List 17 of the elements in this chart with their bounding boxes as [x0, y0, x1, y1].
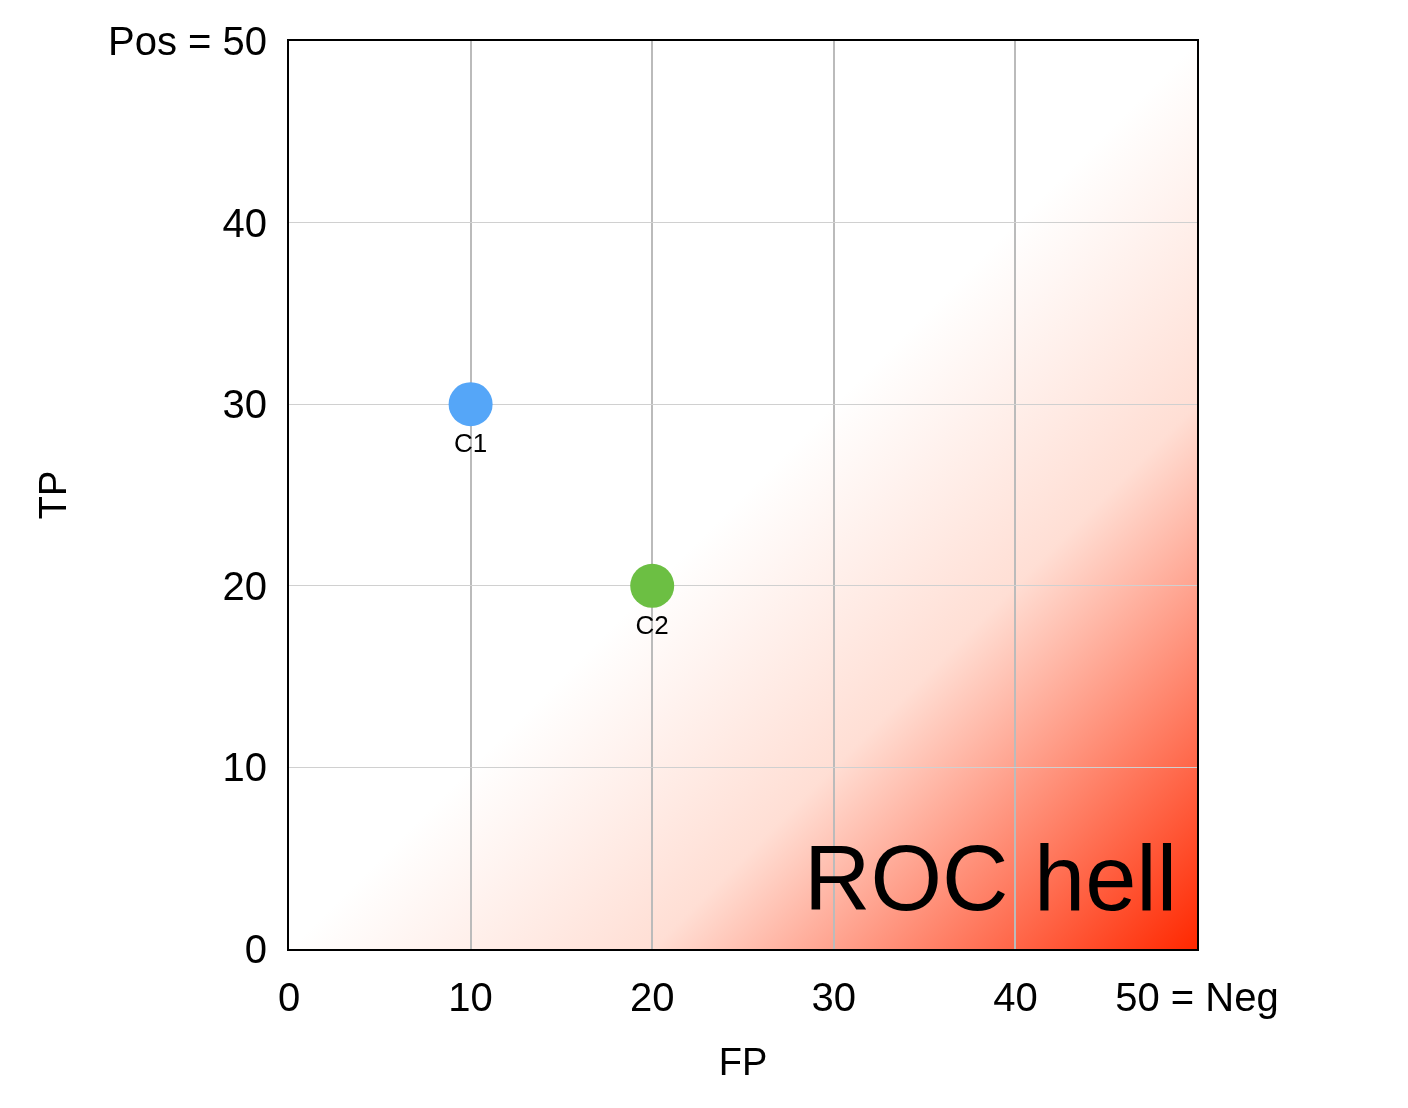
series-label: C2	[635, 609, 669, 640]
x-tick-label: 30	[811, 975, 857, 1019]
y-axis-title: TP	[31, 470, 74, 520]
x-tick-label: 0	[277, 975, 301, 1019]
x-tick-label: 40	[993, 975, 1038, 1019]
y-tick-label: 20	[222, 563, 267, 608]
y-tick-label: 0	[244, 927, 267, 971]
series-label: C1	[453, 428, 488, 459]
annotation: ROC hell	[804, 827, 1178, 929]
x-tick-label: 20	[629, 975, 675, 1019]
x-tick-label: 10	[448, 975, 493, 1019]
x-tick-label: 50 = Neg	[1115, 975, 1279, 1019]
y-tick-label: 40	[222, 200, 267, 245]
y-tick-label: Pos = 50	[107, 19, 267, 63]
y-tick-label: 30	[222, 382, 267, 427]
x-axis-title: FP	[718, 1040, 768, 1083]
y-tick-label: 10	[222, 745, 267, 790]
